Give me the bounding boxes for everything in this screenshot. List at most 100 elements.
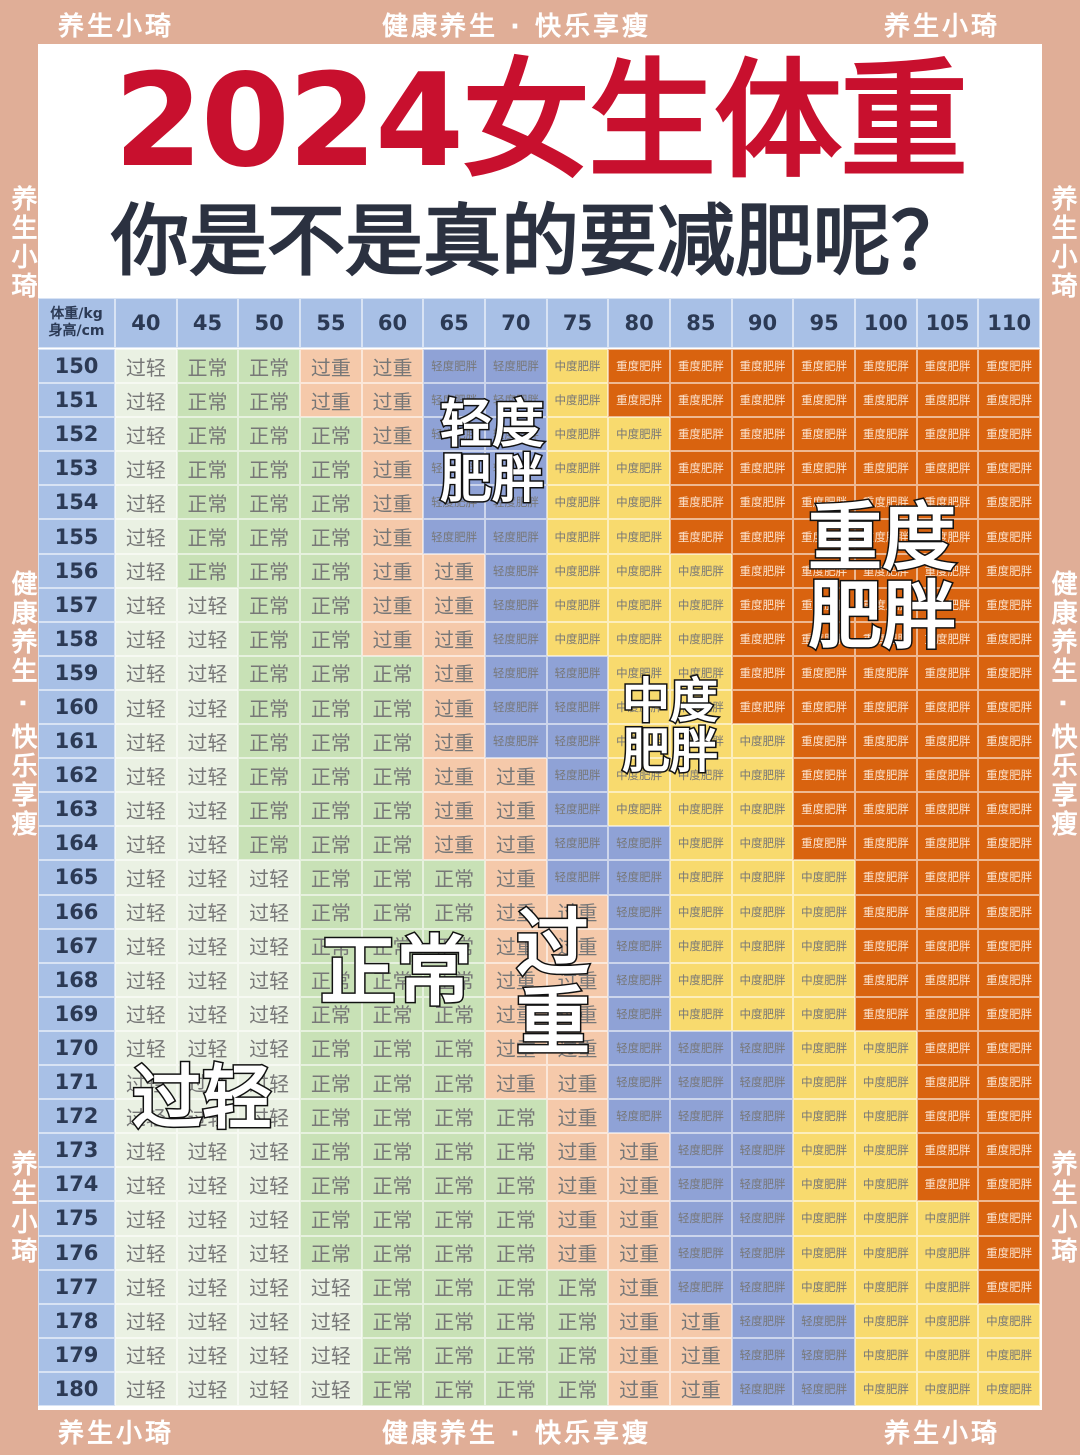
cell: 重度肥胖 xyxy=(978,928,1040,963)
cell: 过重 xyxy=(608,1303,670,1338)
cell: 重度肥胖 xyxy=(793,417,855,452)
cell: 正常 xyxy=(300,1133,362,1168)
cell: 正常 xyxy=(238,587,300,622)
cell: 中度肥胖 xyxy=(793,860,855,895)
cell: 中度肥胖 xyxy=(670,621,732,656)
cell: 正常 xyxy=(361,1371,424,1406)
cell: 中度肥胖 xyxy=(546,383,609,418)
cell: 过轻 xyxy=(238,1269,300,1304)
cell: 重度肥胖 xyxy=(978,1030,1040,1066)
cell: 重度肥胖 xyxy=(978,792,1040,827)
watermark: 养生小琦 xyxy=(58,1419,175,1449)
cell: 正常 xyxy=(238,621,300,656)
cell: 过轻 xyxy=(115,587,177,622)
cell: 正常 xyxy=(423,860,485,895)
cell: 轻度肥胖 xyxy=(485,349,547,384)
cell: 正常 xyxy=(300,962,362,997)
cell: 正常 xyxy=(361,1337,424,1372)
cell: 过轻 xyxy=(176,792,239,827)
title: 2024女生体重 xyxy=(113,47,968,196)
cell: 重度肥胖 xyxy=(978,1133,1040,1168)
cell: 过轻 xyxy=(176,1030,239,1066)
zone-label: 重度 肥胖 xyxy=(807,498,958,659)
cell: 过轻 xyxy=(115,451,177,486)
cell: 正常 xyxy=(361,724,424,759)
cell: 过重 xyxy=(546,1099,609,1134)
cell: 中度肥胖 xyxy=(855,1303,917,1338)
cell: 中度肥胖 xyxy=(670,826,732,861)
cell: 轻度肥胖 xyxy=(670,1030,732,1066)
cell: 过轻 xyxy=(238,962,300,997)
cell: 重度肥胖 xyxy=(978,1099,1040,1134)
cell: 轻度肥胖 xyxy=(485,519,547,554)
cell: 过轻 xyxy=(115,1065,177,1100)
zone-label: 中度 肥胖 xyxy=(620,674,719,778)
cell: 过重 xyxy=(485,758,547,793)
cell: 过重 xyxy=(423,655,485,690)
cell: 过重 xyxy=(361,519,424,554)
cell: 正常 xyxy=(238,383,300,418)
cell: 重度肥胖 xyxy=(978,587,1040,622)
column-header: 85 xyxy=(670,298,732,348)
cell: 轻度肥胖 xyxy=(485,724,547,759)
cell: 正常 xyxy=(300,519,362,554)
cell: 过重 xyxy=(485,962,547,997)
cell: 过轻 xyxy=(115,860,177,895)
cell: 重度肥胖 xyxy=(916,962,979,997)
cell: 过轻 xyxy=(176,1337,239,1372)
cell: 正常 xyxy=(423,1201,485,1236)
cell: 轻度肥胖 xyxy=(670,1269,732,1304)
cell: 正常 xyxy=(546,1371,609,1406)
cell: 正常 xyxy=(361,792,424,827)
column-header: 50 xyxy=(238,298,300,348)
cell: 正常 xyxy=(176,417,239,452)
zone-label-line: 肥胖 xyxy=(807,572,958,659)
row-header: 179 xyxy=(38,1337,115,1372)
cell: 正常 xyxy=(300,1167,362,1202)
row-header: 150 xyxy=(38,349,115,384)
row-header: 180 xyxy=(38,1371,115,1406)
cell: 重度肥胖 xyxy=(731,553,794,588)
cell: 正常 xyxy=(423,1235,485,1270)
cell: 重度肥胖 xyxy=(793,553,855,588)
cell: 正常 xyxy=(300,1030,362,1066)
cell: 过轻 xyxy=(115,485,177,520)
cell: 轻度肥胖 xyxy=(670,1235,732,1270)
cell: 过轻 xyxy=(176,1303,239,1338)
cell: 轻度肥胖 xyxy=(485,383,547,418)
cell: 轻度肥胖 xyxy=(608,894,670,929)
cell: 中度肥胖 xyxy=(608,553,670,588)
cell: 过轻 xyxy=(238,1337,300,1372)
cell: 重度肥胖 xyxy=(916,894,979,929)
cell: 过重 xyxy=(485,792,547,827)
cell: 过轻 xyxy=(115,655,177,690)
zone-label-line: 轻度 xyxy=(438,395,545,455)
cell: 过轻 xyxy=(115,826,177,861)
cell: 重度肥胖 xyxy=(731,451,794,486)
row-header: 154 xyxy=(38,485,115,520)
cell: 中度肥胖 xyxy=(978,1371,1040,1406)
cell: 重度肥胖 xyxy=(855,996,917,1031)
cell: 正常 xyxy=(485,1201,547,1236)
cell: 轻度肥胖 xyxy=(546,758,609,793)
cell: 中度肥胖 xyxy=(608,519,670,554)
cell: 正常 xyxy=(423,1030,485,1066)
cell: 正常 xyxy=(361,1201,424,1236)
cell: 轻度肥胖 xyxy=(608,962,670,997)
cell: 重度肥胖 xyxy=(855,383,917,418)
cell: 正常 xyxy=(300,1099,362,1134)
row-header: 173 xyxy=(38,1133,115,1168)
cell: 过轻 xyxy=(115,1167,177,1202)
row-header: 170 xyxy=(38,1030,115,1066)
cell: 重度肥胖 xyxy=(670,485,732,520)
watermark: 健康养生 · 快乐享瘦 xyxy=(382,12,651,42)
cell: 正常 xyxy=(546,1269,609,1304)
cell: 重度肥胖 xyxy=(978,860,1040,895)
cell: 正常 xyxy=(300,996,362,1031)
cell: 过轻 xyxy=(238,1030,300,1066)
cell: 正常 xyxy=(361,928,424,963)
cell: 轻度肥胖 xyxy=(793,1337,855,1372)
cell: 过重 xyxy=(485,928,547,963)
row-header: 160 xyxy=(38,689,115,725)
cell: 正常 xyxy=(361,1030,424,1066)
